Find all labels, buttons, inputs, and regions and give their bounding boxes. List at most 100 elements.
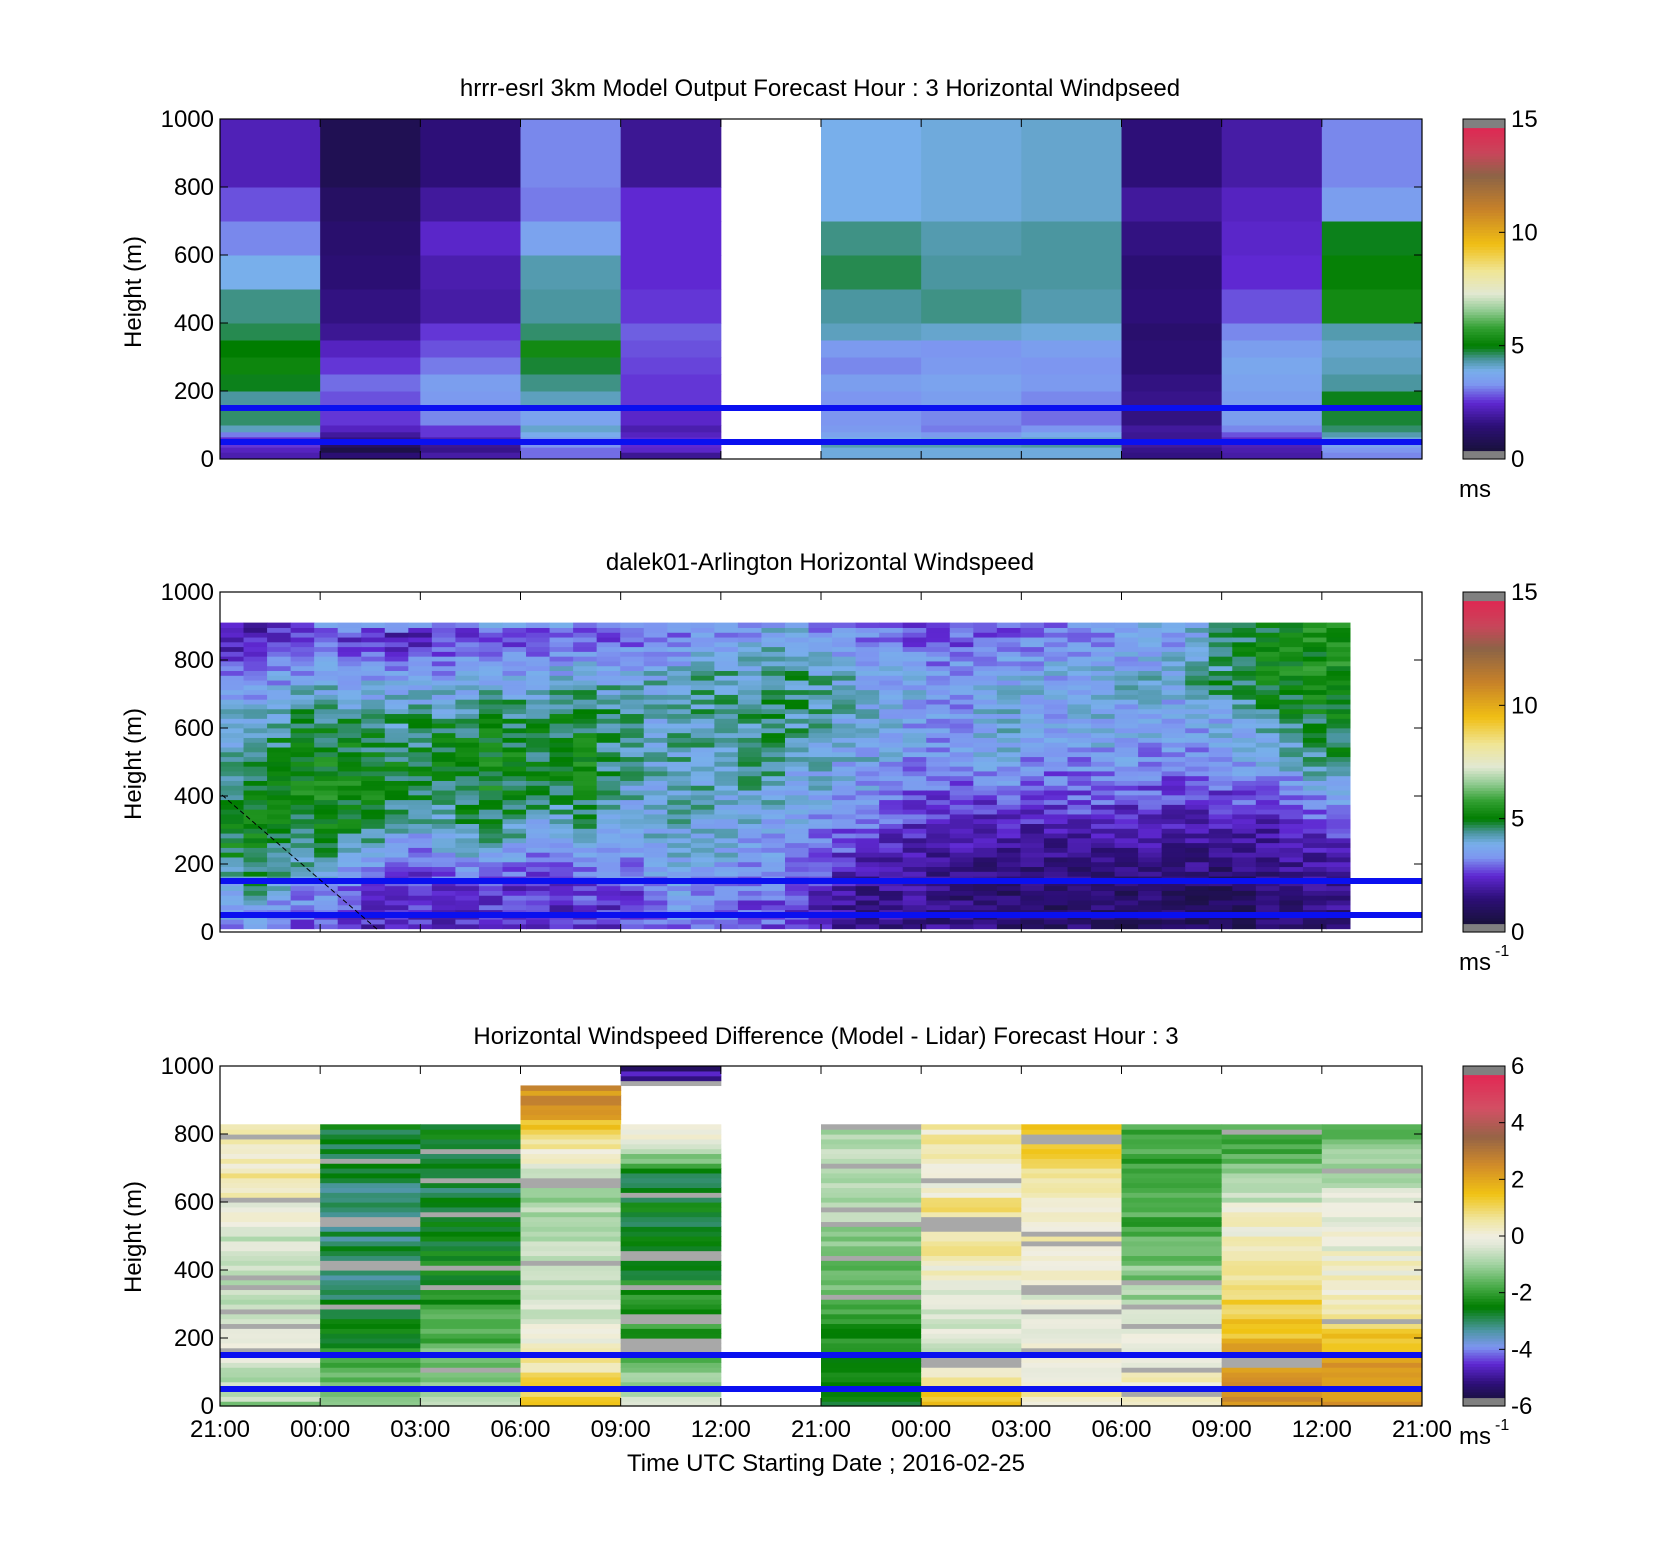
heatmap-cell [996, 813, 1021, 820]
heatmap-cell [478, 761, 503, 767]
heatmap-cell [320, 1299, 421, 1305]
heatmap-cell [596, 785, 621, 791]
heatmap-cell [267, 727, 292, 734]
heatmap-cell [1043, 832, 1068, 839]
heatmap-cell [384, 636, 409, 643]
heatmap-cell [431, 895, 456, 901]
heatmap-cell [573, 756, 598, 762]
heatmap-cell [921, 1362, 1022, 1368]
heatmap-cell [620, 1294, 722, 1300]
heatmap-cell [808, 670, 833, 676]
heatmap-cell [1161, 699, 1186, 705]
heatmap-cell [220, 1308, 321, 1315]
heatmap-cell [526, 885, 551, 891]
colorbar-swatch [1463, 1343, 1505, 1348]
heatmap-cell [384, 861, 409, 868]
heatmap-cell [902, 641, 927, 648]
heatmap-cell [1326, 703, 1351, 710]
heatmap-cell [761, 641, 786, 648]
heatmap-cell [1161, 885, 1186, 891]
y-tick-label: 800 [174, 174, 214, 201]
heatmap-cell [1067, 794, 1092, 801]
heatmap-cell [1114, 842, 1139, 848]
colorbar-tick-label: 10 [1511, 692, 1538, 719]
colorbar-swatch [1463, 263, 1505, 267]
heatmap-cell [526, 723, 551, 729]
heatmap-cell [420, 1308, 521, 1315]
heatmap-cell [1255, 756, 1280, 762]
heatmap-cell [620, 665, 645, 672]
heatmap-cell [1321, 1376, 1423, 1383]
heatmap-cell [1067, 904, 1092, 911]
heatmap-cell [737, 832, 762, 839]
heatmap-cell [1114, 732, 1139, 738]
heatmap-cell [314, 646, 339, 652]
heatmap-cell [1208, 679, 1233, 686]
colorbar-swatch [1463, 875, 1505, 879]
heatmap-cell [573, 665, 598, 672]
colorbar-swatch [1463, 1102, 1505, 1107]
heatmap-cell [1121, 1192, 1223, 1198]
y-tick-label: 600 [174, 1189, 214, 1216]
heatmap-cell [243, 689, 268, 695]
heatmap-cell [1121, 1211, 1223, 1218]
heatmap-cell [320, 255, 421, 290]
heatmap-cell [1067, 632, 1092, 638]
colorbar-tick-label: 2 [1511, 1166, 1524, 1193]
heatmap-cell [549, 727, 574, 734]
heatmap-cell [1321, 1129, 1423, 1135]
panel-1-heatmap [220, 119, 1423, 460]
colorbar-swatch [1463, 416, 1505, 420]
heatmap-cell [243, 766, 268, 772]
heatmap-cell [320, 323, 421, 341]
heatmap-cell [902, 756, 927, 762]
heatmap-cell [1302, 627, 1327, 633]
heatmap-cell [1326, 852, 1351, 858]
colorbar-swatch [1463, 294, 1505, 299]
heatmap-cell [431, 708, 456, 715]
heatmap-cell [596, 895, 621, 901]
heatmap-cell [1302, 775, 1327, 781]
heatmap-cell [314, 799, 339, 805]
heatmap-cell [949, 832, 974, 839]
heatmap-cell [267, 904, 292, 911]
heatmap-cell [1302, 818, 1327, 825]
heatmap-cell [1161, 919, 1186, 925]
heatmap-cell [1020, 828, 1045, 834]
colorbar-swatch [1463, 365, 1505, 369]
heatmap-cell [267, 789, 292, 796]
heatmap-cell [855, 665, 880, 672]
heatmap-cell [821, 452, 922, 460]
heatmap-cell [502, 627, 527, 633]
heatmap-cell [949, 713, 974, 719]
heatmap-cell [1043, 689, 1068, 695]
heatmap-cell [879, 890, 904, 896]
colorbar-swatch [1463, 1377, 1505, 1382]
heatmap-cell [785, 847, 810, 853]
heatmap-cell [243, 904, 268, 911]
heatmap-cell [1279, 746, 1304, 753]
heatmap-cell [832, 756, 857, 762]
heatmap-cell [1185, 899, 1210, 906]
heatmap-cell [549, 718, 574, 724]
heatmap-cell [1255, 919, 1280, 925]
heatmap-cell [431, 679, 456, 686]
heatmap-cell [384, 742, 409, 748]
heatmap-cell [821, 1236, 922, 1242]
heatmap-cell [855, 866, 880, 872]
heatmap-cell [361, 866, 386, 872]
heatmap-cell [220, 627, 245, 633]
heatmap-cell [761, 742, 786, 748]
heatmap-cell [643, 809, 668, 815]
colorbar-swatch [1463, 832, 1505, 837]
heatmap-cell [926, 809, 951, 815]
heatmap-cell [1121, 1270, 1223, 1276]
heatmap-cell [620, 919, 645, 925]
heatmap-cell [1021, 187, 1122, 222]
heatmap-cell [996, 646, 1021, 652]
colorbar-swatch [1463, 1309, 1505, 1314]
heatmap-cell [821, 1124, 922, 1130]
heatmap-cell [1208, 665, 1233, 672]
heatmap-cell [1321, 1372, 1423, 1378]
heatmap-cell [243, 885, 268, 891]
